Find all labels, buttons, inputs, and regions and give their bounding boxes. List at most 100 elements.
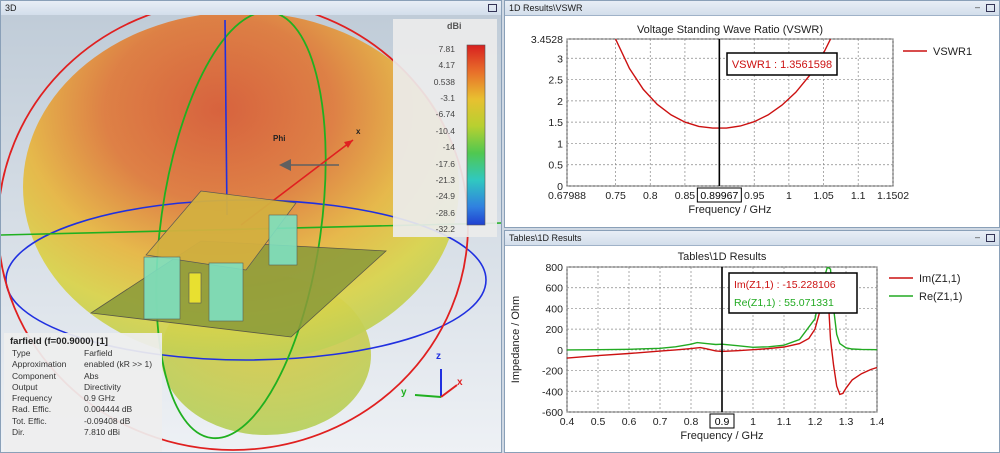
info-value: enabled (kR >> 1) (84, 359, 153, 370)
series-line (614, 39, 832, 129)
y-tick-label: 0 (557, 181, 563, 193)
marker-annotation-box (726, 52, 838, 76)
x-tick-label: 1.2 (808, 416, 823, 428)
info-row: Type Farfield (4, 348, 162, 359)
impedance-chart[interactable]: Tables\1D Results 0.4 0.5 0.6 0.7 0.8 0.9 1 1.1 1… (505, 245, 999, 452)
panel-title: 3D (5, 3, 17, 13)
info-row: Output Directivity (4, 382, 162, 393)
y-tick-label: -200 (542, 366, 563, 378)
info-key: Approximation (12, 359, 67, 370)
colorbar-unit: dBi (447, 21, 462, 31)
info-value: 0.004444 dB (84, 404, 133, 415)
x-axis-label: Frequency / GHz (688, 204, 771, 216)
x-axis-label: x (356, 127, 361, 136)
colorbar-tick-label: -24.9 (435, 191, 455, 202)
maximize-button[interactable] (488, 4, 497, 12)
maximize-button[interactable] (986, 234, 995, 242)
x-tick-label: 1.4 (870, 416, 885, 428)
series-line (567, 282, 877, 396)
info-row: Frequency 0.9 GHz (4, 393, 162, 404)
colorbar-tick-label: 4.17 (438, 60, 455, 71)
marker-value-label: 0.9 (715, 416, 730, 428)
y-tick-label: 0 (557, 345, 563, 357)
info-row: Tot. Effic. -0.09408 dB (4, 416, 162, 427)
x-tick-label: 1.05 (813, 190, 834, 202)
info-key: Frequency (12, 393, 53, 404)
farfield-viewport[interactable]: dBi 7.81 4.17 0.538 -3.1 -6.74 -10.4 -14 -17.6 -… (1, 1, 501, 452)
x-tick-label: 1.1502 (877, 190, 909, 202)
x-tick-label: 0.7 (653, 416, 668, 428)
info-value: Farfield (84, 348, 113, 358)
vswr-panel[interactable]: 1D Results\VSWR – Voltage Standing Wave … (504, 0, 1000, 228)
y-tick-label: -400 (542, 386, 563, 398)
colorbar-tick-label: 7.81 (438, 44, 455, 54)
y-tick-label: 1.5 (548, 117, 563, 129)
legend-label: Re(Z1,1) (919, 291, 962, 303)
x-tick-label: 1 (786, 190, 792, 202)
colorbar-tick-label: -3.1 (440, 93, 455, 104)
triad-z-label: z (436, 351, 441, 362)
panel-title-bar: Tables\1D Results – (505, 231, 999, 246)
farfield-3d-panel[interactable]: 3D (0, 0, 502, 453)
y-tick-label: 0.5 (548, 160, 563, 172)
y-tick-label: 3.4528 (531, 34, 563, 46)
y-tick-label: -600 (542, 407, 563, 419)
panel-title-bar: 1D Results\VSWR – (505, 1, 999, 16)
minimize-button[interactable]: – (974, 232, 980, 242)
x-tick-label: 1.1 (777, 416, 792, 428)
marker-annotation: Im(Z1,1) : -15.228106 (734, 279, 836, 291)
x-tick-label: 0.8 (643, 190, 658, 202)
marker-annotation-box (728, 272, 858, 314)
marker-value-label: 0.89967 (700, 190, 738, 202)
x-tick-label: 0.67988 (548, 190, 586, 202)
info-header: farfield (f=00.9000) [1] (10, 336, 108, 347)
marker-annotation: Re(Z1,1) : 55.071331 (734, 297, 834, 309)
info-key: Tot. Effic. (12, 415, 47, 426)
triad-x-label: x (457, 377, 463, 388)
y-tick-label: 400 (545, 303, 563, 315)
y-tick-label: 800 (545, 262, 563, 274)
colorbar-tick-label: -21.3 (435, 174, 455, 185)
info-row: Approximation enabled (kR >> 1) (4, 359, 162, 370)
y-tick-label: 2.5 (548, 75, 563, 87)
info-value: 0.9 GHz (84, 393, 116, 404)
info-key: Output (12, 381, 38, 392)
chart-title: Voltage Standing Wave Ratio (VSWR) (637, 24, 823, 36)
y-tick-label: 2 (557, 96, 563, 108)
x-tick-label: 0.75 (605, 190, 626, 202)
marker-value-box (709, 413, 735, 429)
impedance-panel[interactable]: Tables\1D Results – Tables\1D Results 0.4… (504, 230, 1000, 453)
colorbar-tick-label: -32.2 (435, 224, 455, 234)
info-value: Directivity (84, 381, 121, 392)
y-axis-label: Impedance / Ohm (510, 296, 522, 383)
series-line (567, 267, 877, 351)
x-tick-label: 0.85 (675, 190, 696, 202)
triad-y-label: y (401, 387, 407, 398)
colorbar-tick-label: -28.6 (435, 207, 455, 218)
phi-label: Phi (273, 134, 286, 143)
panel-title: 1D Results\VSWR (509, 3, 583, 13)
maximize-button[interactable] (986, 4, 995, 12)
x-tick-label: 0.95 (744, 190, 765, 202)
farfield-info-box: farfield (f=00.9000) [1] Type Farfield App… (4, 333, 162, 452)
info-key: Type (12, 348, 31, 358)
x-axis-label: Frequency / GHz (680, 430, 763, 442)
legend-label: Im(Z1,1) (919, 273, 961, 285)
colorbar-tick-label: -14 (442, 142, 455, 153)
x-tick-label: 0.6 (622, 416, 637, 428)
x-tick-label: 1 (750, 416, 756, 428)
x-tick-label: 1.1 (851, 190, 866, 202)
y-tick-label: 1 (557, 138, 563, 150)
info-key: Component (12, 370, 56, 381)
minimize-button[interactable]: – (974, 2, 980, 12)
panel-title-bar: 3D (1, 1, 501, 16)
info-key: Rad. Effic. (12, 404, 52, 415)
info-row: Dir. 7.810 dBi (4, 427, 162, 438)
info-value: -0.09408 dB (84, 415, 131, 426)
y-tick-label: 200 (545, 324, 563, 336)
y-tick-label: 3 (557, 53, 563, 65)
vswr-chart[interactable]: Voltage Standing Wave Ratio (VSWR) 0.6798… (505, 15, 999, 227)
info-key: Dir. (12, 427, 25, 438)
y-tick-label: 600 (545, 283, 563, 295)
chart-title: Tables\1D Results (678, 251, 767, 263)
